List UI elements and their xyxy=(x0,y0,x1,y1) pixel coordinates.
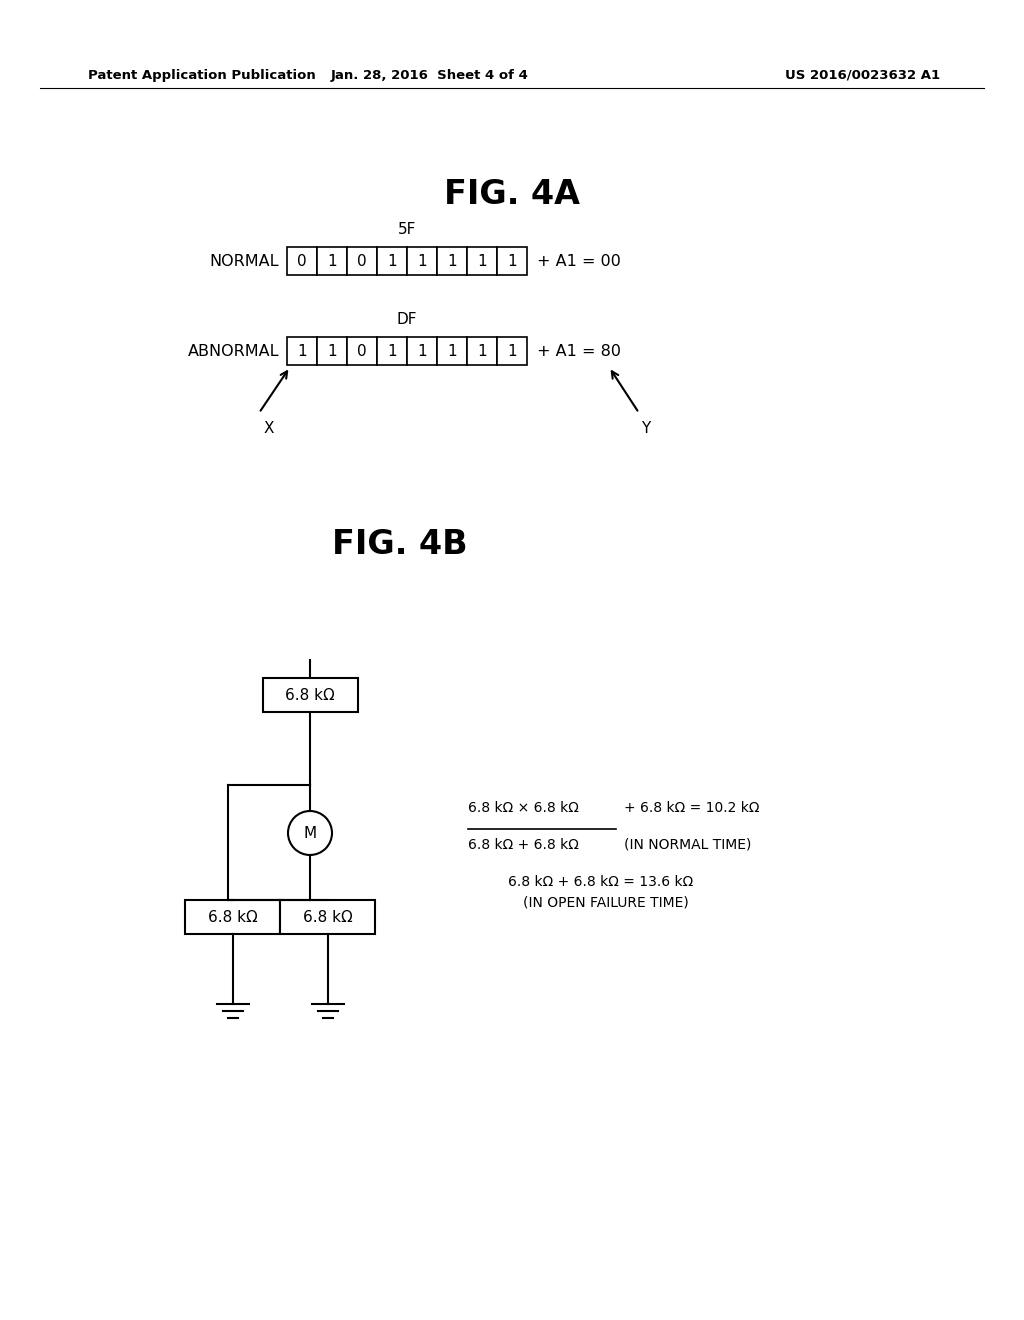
Text: Patent Application Publication: Patent Application Publication xyxy=(88,69,315,82)
Text: 6.8 kΩ: 6.8 kΩ xyxy=(208,909,257,924)
Text: Y: Y xyxy=(641,421,650,436)
Text: + A1 = 00: + A1 = 00 xyxy=(537,253,621,268)
Text: 1: 1 xyxy=(417,253,427,268)
Text: 1: 1 xyxy=(328,253,337,268)
Bar xyxy=(407,247,437,275)
Text: 0: 0 xyxy=(297,253,307,268)
Bar xyxy=(377,337,407,366)
Bar xyxy=(467,247,497,275)
Text: (IN NORMAL TIME): (IN NORMAL TIME) xyxy=(624,838,752,851)
Text: NORMAL: NORMAL xyxy=(210,253,279,268)
Text: 6.8 kΩ: 6.8 kΩ xyxy=(285,688,335,702)
Text: 1: 1 xyxy=(297,343,307,359)
Bar xyxy=(347,337,377,366)
Circle shape xyxy=(288,810,332,855)
Text: 6.8 kΩ × 6.8 kΩ: 6.8 kΩ × 6.8 kΩ xyxy=(468,801,579,814)
Bar xyxy=(347,247,377,275)
Bar xyxy=(467,337,497,366)
Text: 1: 1 xyxy=(387,253,397,268)
Text: 0: 0 xyxy=(357,253,367,268)
Text: 1: 1 xyxy=(417,343,427,359)
Text: 6.8 kΩ + 6.8 kΩ: 6.8 kΩ + 6.8 kΩ xyxy=(468,838,579,851)
Text: 1: 1 xyxy=(328,343,337,359)
Text: 1: 1 xyxy=(387,343,397,359)
Text: 5F: 5F xyxy=(397,222,416,238)
Bar xyxy=(497,247,527,275)
Text: 1: 1 xyxy=(477,343,486,359)
Text: FIG. 4A: FIG. 4A xyxy=(444,178,580,211)
Text: M: M xyxy=(303,825,316,841)
Bar xyxy=(280,900,375,935)
Text: 0: 0 xyxy=(357,343,367,359)
Bar xyxy=(407,337,437,366)
Text: + A1 = 80: + A1 = 80 xyxy=(537,343,621,359)
Text: 1: 1 xyxy=(507,343,517,359)
Bar xyxy=(437,247,467,275)
Text: 1: 1 xyxy=(447,343,457,359)
Text: DF: DF xyxy=(396,312,417,327)
Text: US 2016/0023632 A1: US 2016/0023632 A1 xyxy=(784,69,940,82)
Bar xyxy=(287,247,317,275)
Text: X: X xyxy=(264,421,274,436)
Text: + 6.8 kΩ = 10.2 kΩ: + 6.8 kΩ = 10.2 kΩ xyxy=(624,801,760,814)
Bar xyxy=(287,337,317,366)
Text: 1: 1 xyxy=(447,253,457,268)
Text: Jan. 28, 2016  Sheet 4 of 4: Jan. 28, 2016 Sheet 4 of 4 xyxy=(331,69,529,82)
Bar xyxy=(377,247,407,275)
Text: (IN OPEN FAILURE TIME): (IN OPEN FAILURE TIME) xyxy=(523,895,689,909)
Bar xyxy=(317,247,347,275)
Bar xyxy=(437,337,467,366)
Text: 1: 1 xyxy=(507,253,517,268)
Text: 6.8 kΩ + 6.8 kΩ = 13.6 kΩ: 6.8 kΩ + 6.8 kΩ = 13.6 kΩ xyxy=(508,875,693,888)
Text: 1: 1 xyxy=(477,253,486,268)
Bar xyxy=(317,337,347,366)
Text: FIG. 4B: FIG. 4B xyxy=(332,528,468,561)
Bar xyxy=(185,900,280,935)
Text: ABNORMAL: ABNORMAL xyxy=(187,343,279,359)
Text: 6.8 kΩ: 6.8 kΩ xyxy=(303,909,352,924)
Bar xyxy=(497,337,527,366)
Bar xyxy=(262,678,357,711)
